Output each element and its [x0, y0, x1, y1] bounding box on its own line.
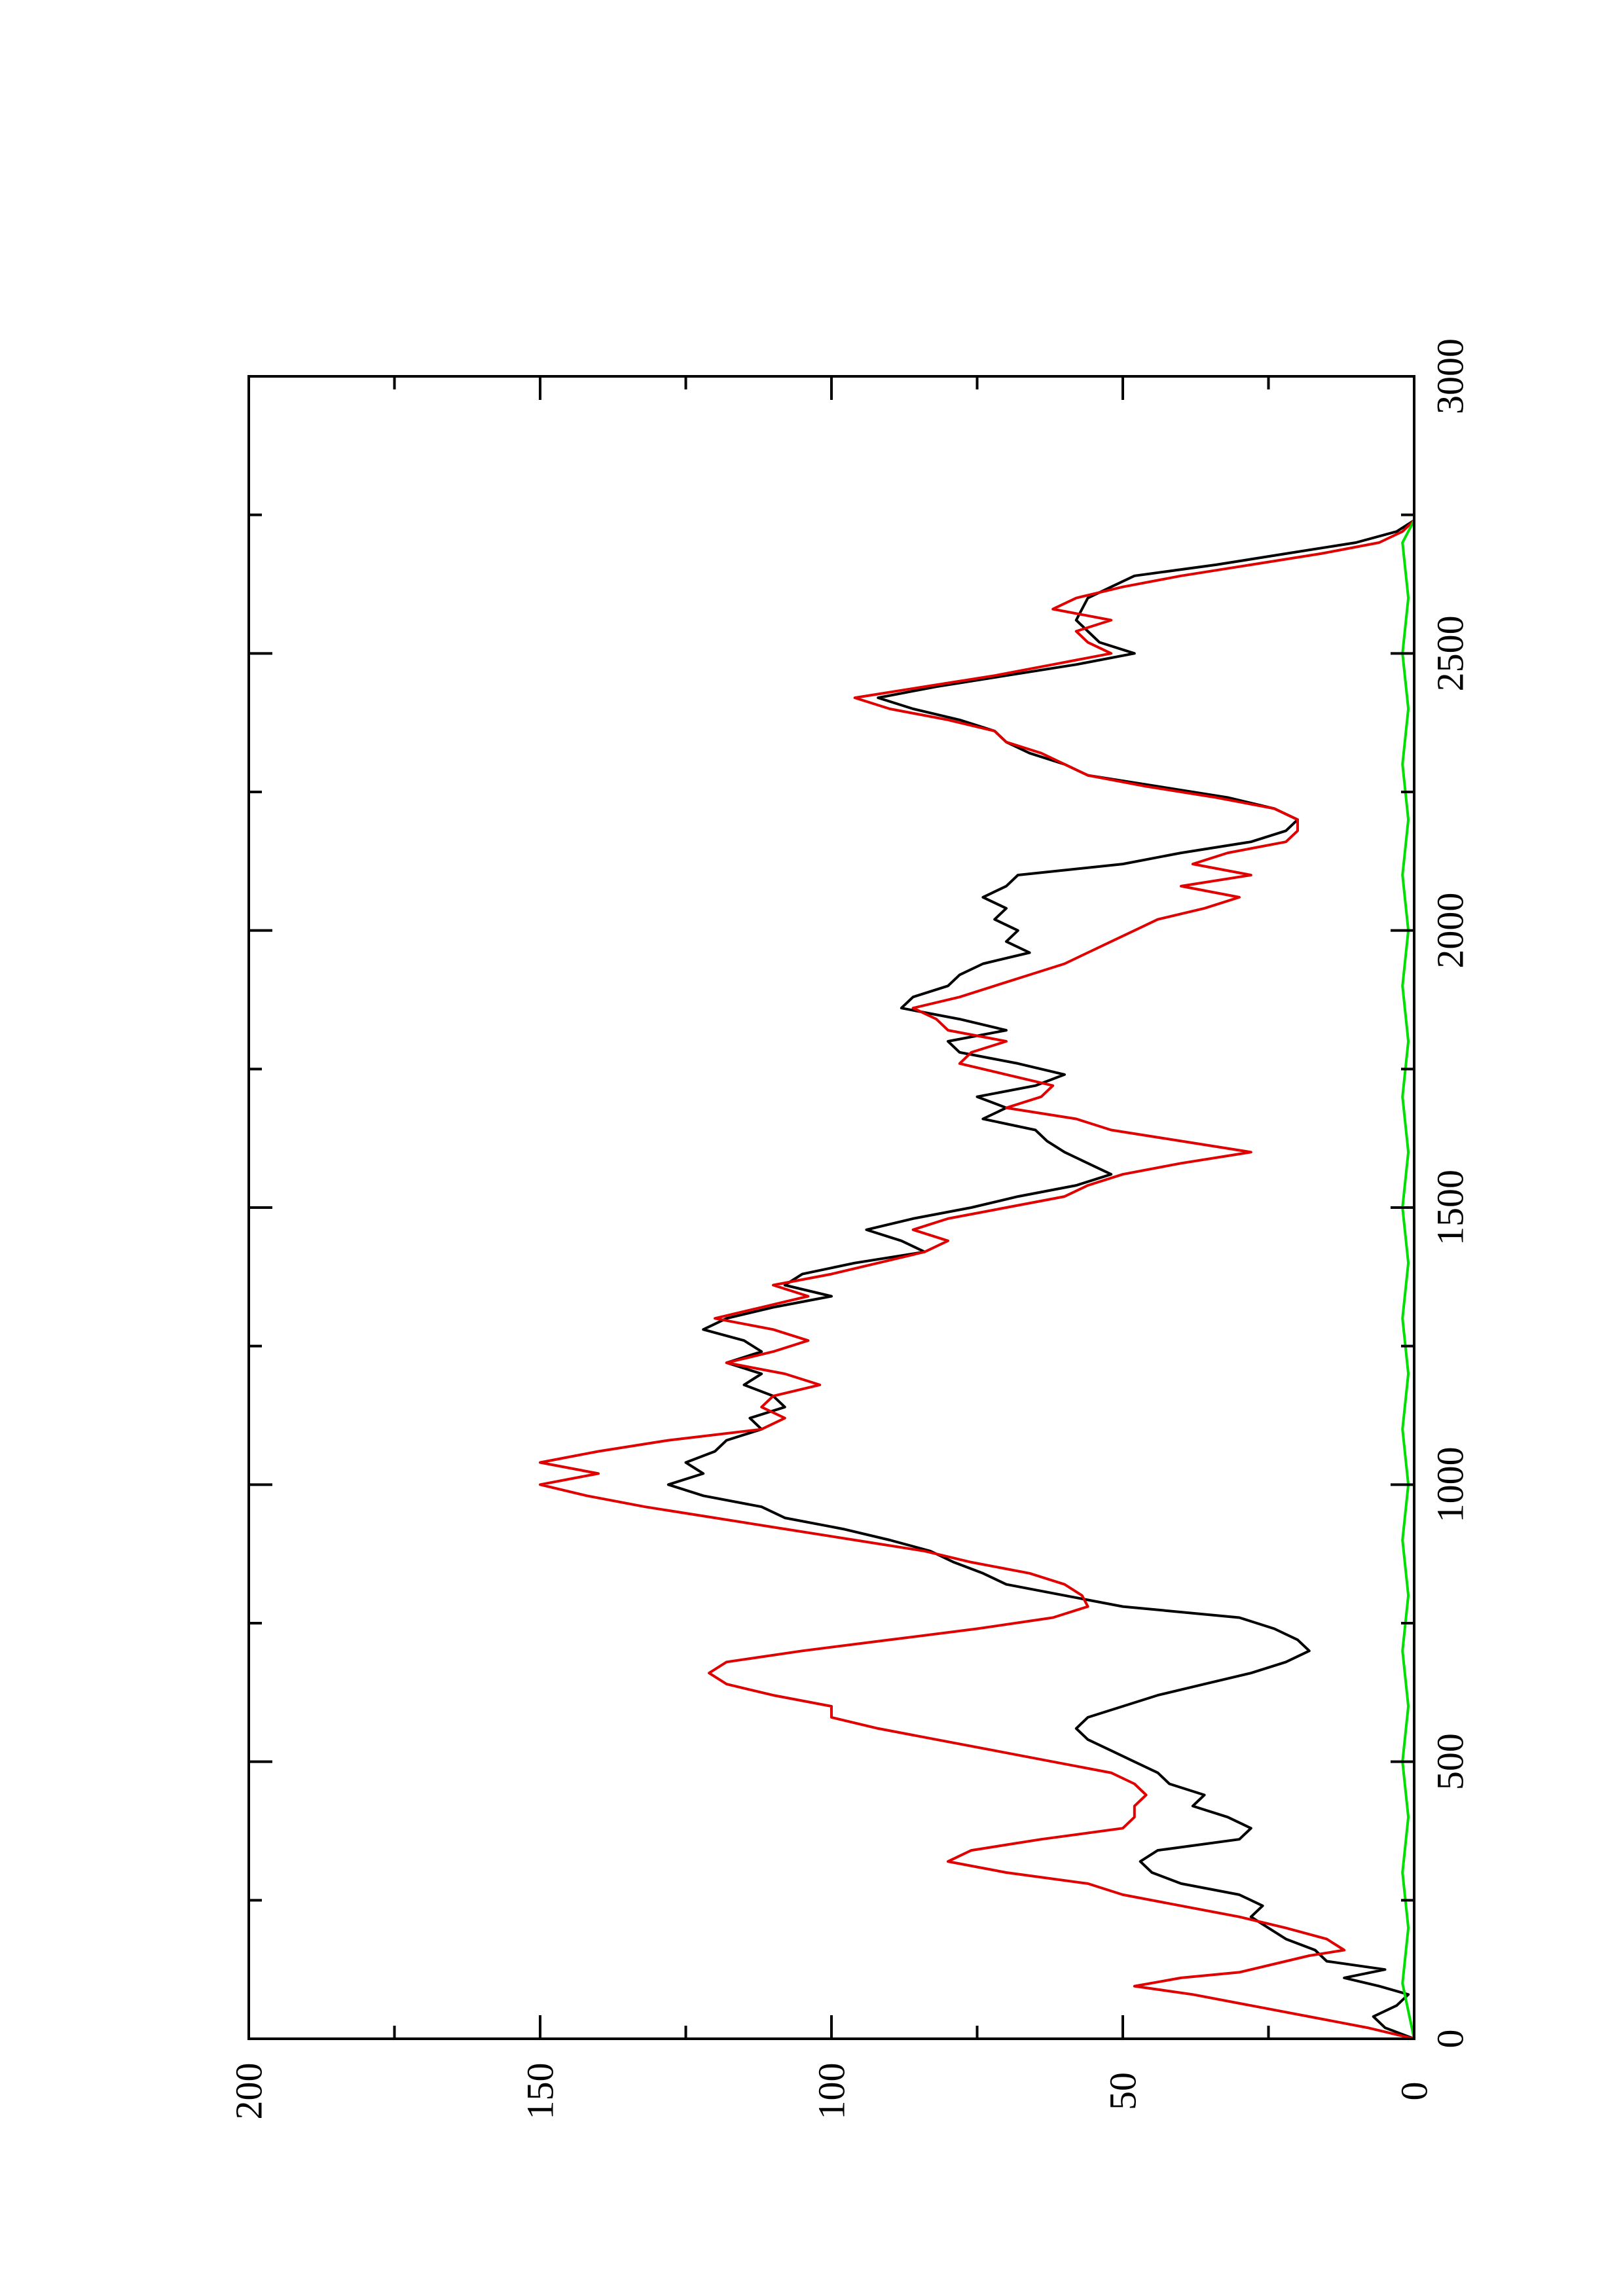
y-tick-label: 50 [1102, 2072, 1144, 2110]
y-tick-label: 100 [811, 2063, 853, 2120]
y-tick-label: 150 [519, 2063, 562, 2120]
y-tick-label: 0 [1393, 2082, 1436, 2101]
tick-layer [247, 375, 1415, 2040]
plot-frame [247, 375, 1415, 2040]
series-line-0 [666, 519, 1415, 2040]
x-tick-label: 1000 [1429, 1446, 1472, 1522]
series-line-2 [1401, 520, 1415, 2039]
x-tick-label: 0 [1429, 2030, 1472, 2049]
x-tick-label: 2000 [1429, 893, 1472, 969]
x-tick-label: 2500 [1429, 615, 1472, 691]
x-tick-label: 3000 [1429, 338, 1472, 414]
x-tick-label: 500 [1429, 1733, 1472, 1790]
label-layer: 0 500 1000 1500 2000 2500 3000 0 50 100 150 200 [228, 338, 1472, 2120]
series-line-1 [539, 519, 1415, 2040]
y-tick-label: 200 [228, 2063, 270, 2120]
series-layer [539, 519, 1415, 2040]
x-tick-label: 1500 [1429, 1170, 1472, 1246]
